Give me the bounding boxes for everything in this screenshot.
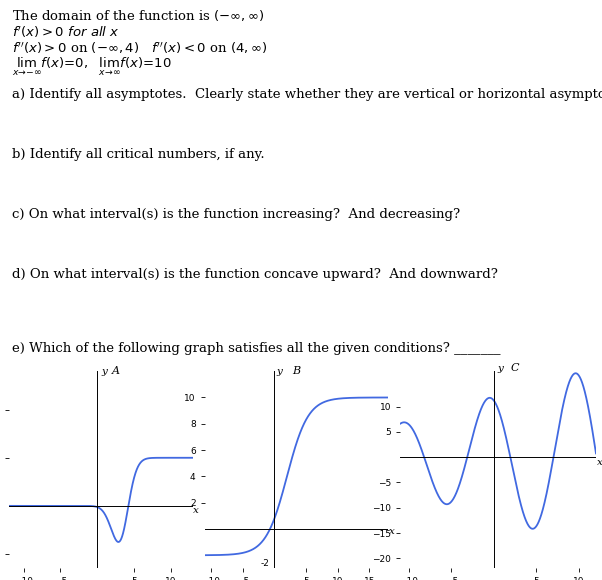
Text: y: y [498, 364, 504, 373]
Text: y: y [102, 367, 107, 376]
Text: The domain of the function is $(-\infty, \infty)$: The domain of the function is $(-\infty,… [12, 8, 264, 23]
Text: A: A [111, 365, 120, 376]
Text: x: x [193, 506, 199, 515]
Text: C: C [511, 363, 520, 373]
Text: d) On what interval(s) is the function concave upward?  And downward?: d) On what interval(s) is the function c… [12, 268, 498, 281]
Text: $f''(x) > 0$ on $(-\infty, 4)$   $f''(x) < 0$ on $(4, \infty)$: $f''(x) > 0$ on $(-\infty, 4)$ $f''(x) <… [12, 40, 268, 56]
Text: x: x [597, 458, 602, 467]
Text: B: B [293, 366, 300, 376]
Text: x: x [388, 527, 394, 535]
Text: b) Identify all critical numbers, if any.: b) Identify all critical numbers, if any… [12, 148, 265, 161]
Text: y: y [276, 367, 282, 376]
Text: $f'(x) > 0$ $\it{for\ all\ x}$: $f'(x) > 0$ $\it{for\ all\ x}$ [12, 24, 120, 39]
Text: a) Identify all asymptotes.  Clearly state whether they are vertical or horizont: a) Identify all asymptotes. Clearly stat… [12, 88, 602, 101]
Text: -2: -2 [261, 559, 269, 568]
Text: $\lim_{x \to -\infty} f(x) = 0,\ \ \lim_{x \to \infty} f(x) = 10$: $\lim_{x \to -\infty} f(x) = 0,\ \ \lim_… [12, 56, 172, 78]
Text: c) On what interval(s) is the function increasing?  And decreasing?: c) On what interval(s) is the function i… [12, 208, 460, 221]
Text: e) Which of the following graph satisfies all the given conditions? _______: e) Which of the following graph satisfie… [12, 342, 500, 355]
